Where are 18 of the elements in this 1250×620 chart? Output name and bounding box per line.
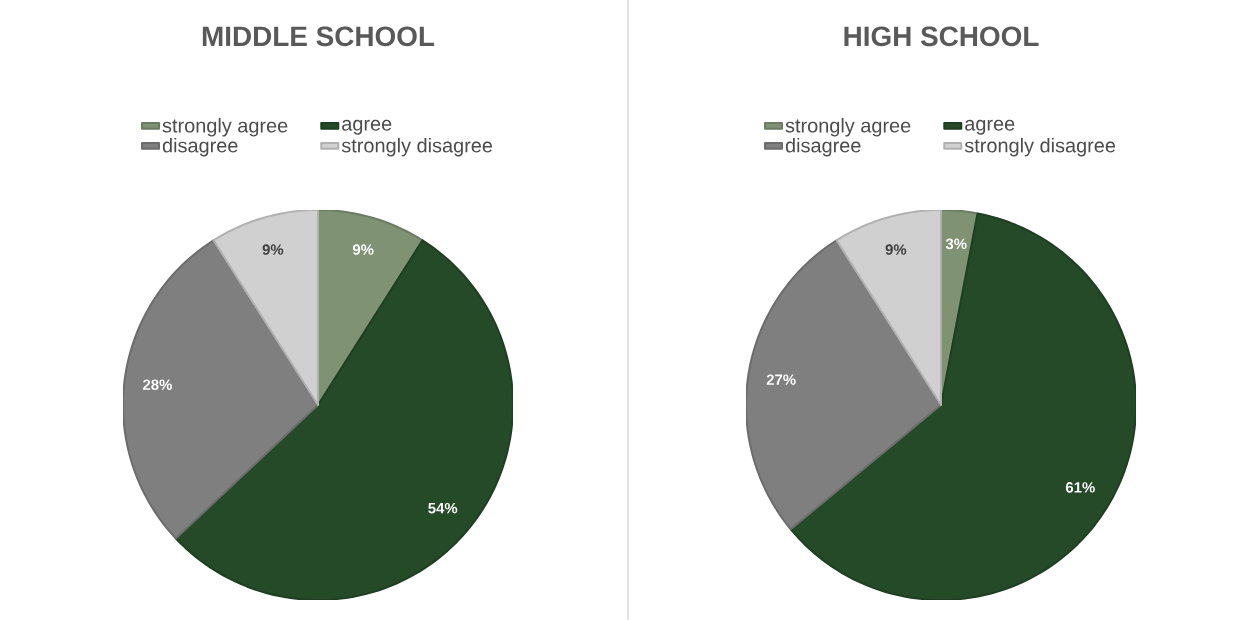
legend-label: strongly disagree bbox=[964, 137, 1116, 157]
legend-label: disagree bbox=[162, 137, 238, 157]
data-label: 9% bbox=[352, 244, 374, 255]
chart-title: MIDDLE SCHOOL bbox=[202, 26, 435, 47]
legend-label: disagree bbox=[785, 137, 861, 157]
data-label: 3% bbox=[945, 238, 967, 250]
data-label: 9% bbox=[262, 244, 284, 255]
legend-label: agree bbox=[342, 119, 392, 135]
data-label: 54% bbox=[428, 502, 458, 514]
data-label: 27% bbox=[766, 374, 796, 385]
legend-label: strongly disagree bbox=[341, 137, 493, 157]
data-label: 9% bbox=[885, 244, 907, 255]
legend-label: agree bbox=[965, 119, 1015, 135]
data-label: 61% bbox=[1065, 482, 1095, 493]
chart-title: HIGH SCHOOL bbox=[844, 26, 1039, 47]
legend-label: strongly agree bbox=[785, 117, 911, 137]
data-label: 28% bbox=[142, 379, 172, 390]
legend-label: strongly agree bbox=[162, 117, 288, 137]
